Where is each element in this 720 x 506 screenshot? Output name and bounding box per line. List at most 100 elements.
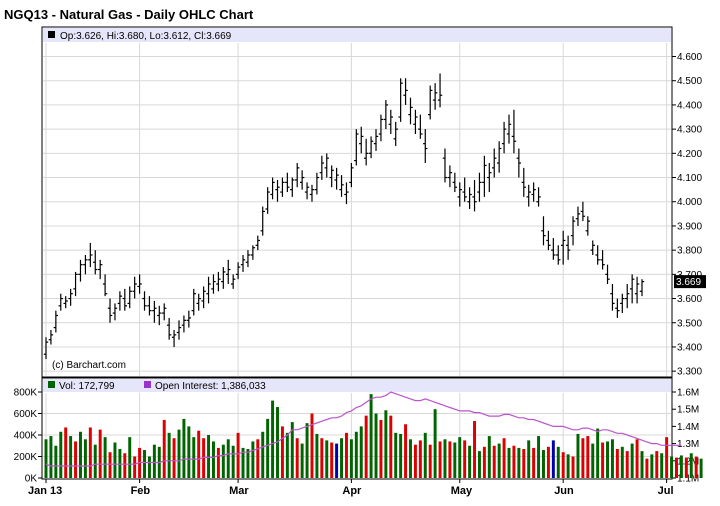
- x-tick-label: Jan 13: [28, 485, 62, 497]
- ohlc-bar: [506, 114, 512, 144]
- ohlc-bar: [260, 206, 265, 236]
- ohlc-bar: [359, 126, 364, 154]
- volume-bar: [197, 430, 201, 478]
- ohlc-bar: [171, 330, 177, 347]
- volume-bar: [428, 444, 432, 478]
- volume-bar: [443, 439, 447, 478]
- ohlc-bar: [107, 298, 113, 323]
- ohlc-bar: [615, 298, 620, 318]
- x-axis: Jan 13 Feb Mar Apr May Jun Jul: [28, 479, 674, 497]
- volume-bar: [128, 437, 132, 478]
- volume-bar: [354, 431, 358, 478]
- price-tick-label: 3.500: [677, 318, 702, 329]
- ohlc-bar: [605, 264, 610, 285]
- volume-bar: [492, 445, 496, 478]
- volume-bar: [581, 438, 585, 478]
- volume-bar: [596, 428, 600, 478]
- volume-legend-swatch: [48, 381, 55, 388]
- price-tick-label: 3.300: [677, 367, 702, 378]
- chart-title: NGQ13 - Natural Gas - Daily OHLC Chart: [4, 7, 254, 22]
- ohlc-bar: [565, 235, 571, 260]
- ohlc-bar: [186, 310, 192, 328]
- ohlc-bar: [349, 163, 354, 188]
- open-interest-series: [45, 391, 682, 467]
- ohlc-bar: [48, 330, 54, 345]
- volume-bar: [556, 446, 560, 478]
- ohlc-bar: [388, 109, 393, 134]
- volume-bar: [684, 457, 688, 478]
- volume-bar: [399, 433, 403, 478]
- ohlc-bar: [339, 175, 344, 197]
- volume-tick-label: 600K: [14, 409, 38, 420]
- volume-bar: [487, 436, 491, 478]
- ohlc-bar: [255, 235, 261, 251]
- volume-bar: [655, 451, 659, 478]
- volume-bar: [192, 437, 196, 478]
- volume-bar: [413, 444, 417, 478]
- volume-bar: [74, 441, 78, 478]
- volume-bar: [458, 437, 462, 478]
- volume-bar: [98, 429, 102, 478]
- ohlc-bar: [531, 182, 536, 202]
- ohlc-bar: [580, 201, 586, 222]
- ohlc-bar: [472, 179, 477, 212]
- ohlc-bar: [437, 73, 443, 108]
- oi-tick-label: 1.2M: [677, 456, 699, 467]
- ohlc-bar: [634, 276, 640, 304]
- oi-tick-label: 1.3M: [677, 439, 699, 450]
- volume-bar: [699, 458, 703, 478]
- volume-bar: [369, 394, 373, 478]
- ohlc-bar: [280, 177, 285, 197]
- ohlc-bar: [541, 216, 546, 246]
- ohlc-bar: [117, 291, 123, 311]
- volume-bar: [670, 456, 674, 478]
- volume-bar: [143, 450, 146, 478]
- volume-bar: [320, 438, 324, 478]
- ohlc-bar: [265, 187, 270, 214]
- volume-tick-label: 400K: [14, 431, 38, 442]
- ohlc-bar: [275, 179, 280, 202]
- ohlc-bar: [403, 78, 408, 105]
- volume-bar: [497, 443, 501, 478]
- volume-bar: [59, 431, 63, 478]
- volume-bar: [615, 448, 619, 478]
- volume-bar: [650, 454, 654, 478]
- volume-bar: [167, 432, 171, 478]
- ohlc-bar: [526, 184, 531, 207]
- ohlc-bar: [147, 296, 152, 316]
- price-grid: [43, 43, 671, 376]
- ohlc-bar: [250, 245, 256, 260]
- ohlc-bar: [324, 153, 329, 178]
- ohlc-bar: [295, 163, 300, 188]
- price-tick-label: 3.800: [677, 246, 702, 257]
- ohlc-bar: [181, 315, 187, 333]
- volume-bar: [374, 413, 378, 478]
- oi-tick-label: 1.4M: [677, 422, 699, 433]
- volume-bar: [477, 451, 481, 478]
- volume-bar: [359, 426, 363, 478]
- ohlc-bar: [378, 114, 384, 142]
- volume-bar: [389, 415, 393, 478]
- volume-bar: [630, 443, 634, 478]
- price-tick-label: 4.300: [677, 125, 702, 136]
- volume-bar: [187, 426, 191, 478]
- price-tick-label: 4.500: [677, 76, 702, 87]
- volume-bar: [44, 439, 48, 478]
- ohlc-bar: [88, 242, 93, 268]
- ohlc-bar: [570, 216, 576, 246]
- volume-bar: [266, 418, 270, 478]
- volume-bar: [216, 447, 220, 478]
- volume-bar: [177, 429, 181, 478]
- ohlc-bar: [560, 230, 566, 265]
- oi-tick-label: 1.1M: [677, 474, 699, 485]
- volume-bar: [394, 432, 398, 478]
- volume-bar: [635, 439, 639, 478]
- ohlc-bar: [176, 320, 182, 340]
- ohlc-bar: [78, 259, 83, 282]
- ohlc-bar: [363, 138, 369, 166]
- ohlc-bar: [285, 172, 290, 193]
- ohlc-bar: [196, 293, 201, 311]
- ohlc-bar: [63, 296, 68, 309]
- ohlc-bar: [477, 172, 482, 202]
- ohlc-bar: [230, 274, 236, 289]
